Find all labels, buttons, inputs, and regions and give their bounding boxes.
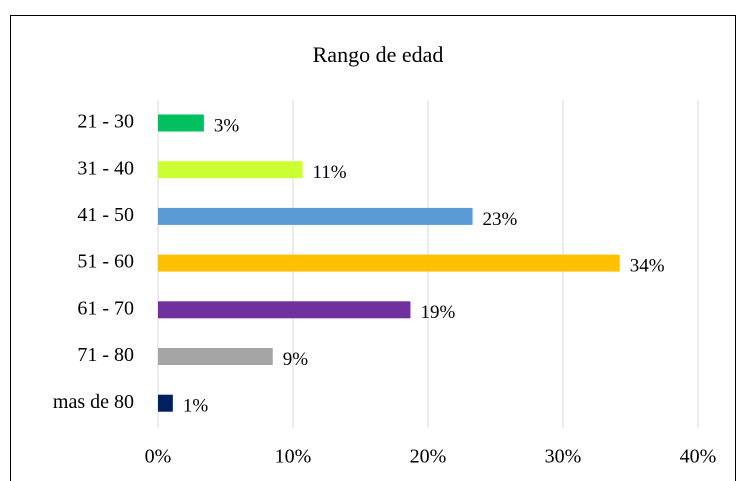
y-tick-label: 51 - 60 [77, 251, 134, 273]
bar [158, 254, 620, 272]
data-label: 34% [630, 255, 665, 276]
y-tick-label: 61 - 70 [77, 297, 134, 319]
x-tick-label: 0% [145, 446, 172, 468]
data-label: 11% [312, 162, 346, 183]
y-tick-label: 71 - 80 [77, 344, 134, 366]
bar [158, 161, 303, 179]
bar [158, 348, 273, 365]
y-tick-label: 31 - 40 [77, 157, 134, 179]
y-tick-label: 21 - 30 [77, 111, 134, 133]
bar [158, 207, 473, 225]
x-tick-label: 10% [275, 446, 312, 468]
data-label: 19% [420, 302, 455, 323]
bar [158, 114, 204, 132]
data-label: 3% [214, 115, 240, 136]
chart-title: Rango de edad [313, 42, 444, 67]
x-tick-label: 20% [410, 446, 447, 468]
bar [158, 394, 173, 412]
data-label: 1% [183, 396, 209, 417]
x-tick-label: 30% [545, 446, 582, 468]
bar [158, 301, 411, 319]
y-tick-label: 41 - 50 [77, 204, 134, 226]
chart-frame [10, 15, 736, 481]
data-label: 23% [483, 209, 518, 230]
y-tick-label: mas de 80 [53, 391, 134, 413]
x-tick-label: 40% [680, 446, 717, 468]
data-label: 9% [283, 349, 309, 370]
